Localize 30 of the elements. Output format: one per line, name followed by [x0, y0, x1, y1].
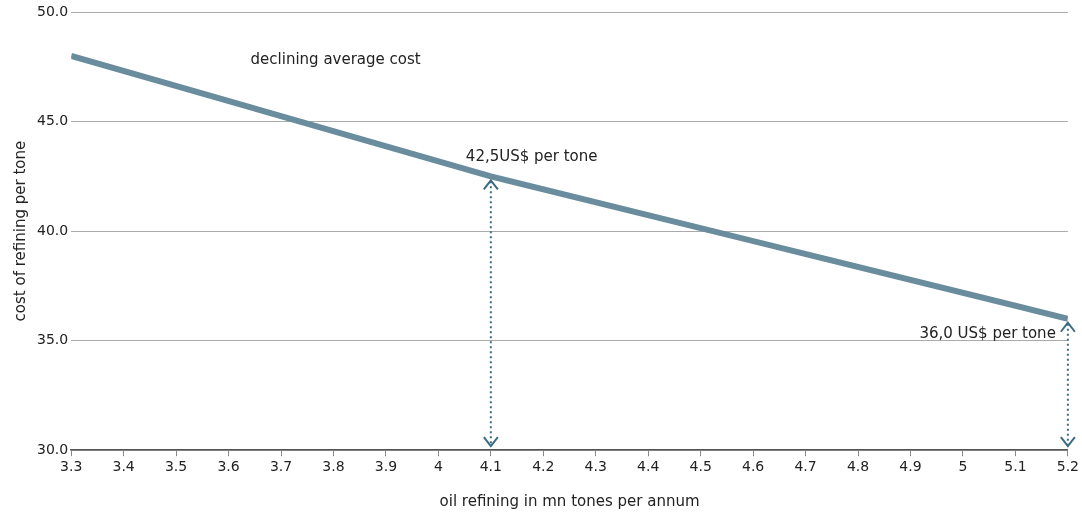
x-tick-label: 4.5 — [689, 458, 712, 475]
x-tick-label: 5.1 — [1004, 458, 1027, 475]
y-tick-label: 30.0 — [37, 440, 69, 457]
annotation: 36,0 US$ per tone — [919, 324, 1056, 343]
y-tick-label: 45.0 — [37, 112, 69, 129]
y-tick-label: 50.0 — [37, 2, 69, 19]
x-tick-label: 4.4 — [637, 458, 660, 475]
x-tick-label: 4.9 — [899, 458, 922, 475]
x-axis-title: oil refining in mn tones per annum — [439, 491, 700, 510]
y-tick-label: 35.0 — [37, 331, 69, 348]
x-tick-label: 3.6 — [217, 458, 240, 475]
y-tick-label: 40.0 — [37, 221, 69, 238]
x-tick-label: 5 — [958, 458, 968, 475]
x-tick-label: 3.9 — [374, 458, 398, 475]
x-tick-label: 3.3 — [60, 458, 83, 475]
annotation: declining average cost — [250, 49, 421, 68]
y-axis-title: cost of refining per tone — [10, 140, 29, 322]
x-tick-label: 3.5 — [164, 458, 188, 475]
x-tick-label: 4.6 — [741, 458, 765, 475]
x-tick-label: 5.2 — [1056, 458, 1079, 475]
x-tick-label: 4.7 — [794, 458, 817, 475]
x-tick-label: 4.8 — [846, 458, 870, 475]
x-tick-label: 3.7 — [269, 458, 293, 475]
x-tick-label: 4.2 — [532, 458, 555, 475]
x-tick-label: 3.8 — [322, 458, 345, 475]
x-tick-label: 4 — [433, 458, 443, 475]
x-tick-label: 3.4 — [112, 458, 135, 475]
x-tick-label: 4.3 — [584, 458, 607, 475]
annotation: 42,5US$ per tone — [465, 146, 598, 165]
x-tick-label: 4.1 — [479, 458, 502, 475]
